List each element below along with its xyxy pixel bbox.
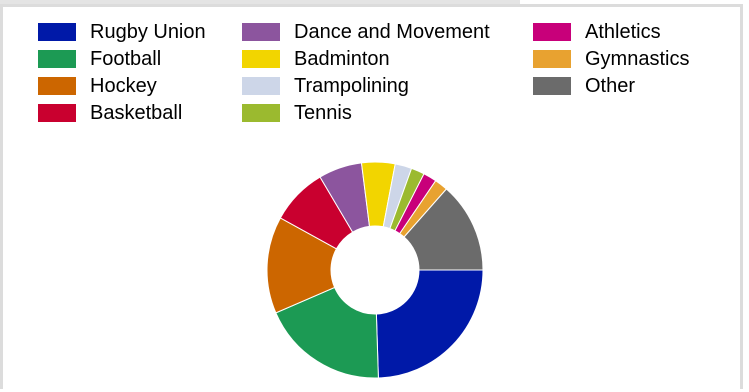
legend-item-athletics: Athletics	[533, 21, 661, 43]
slice-other	[403, 188, 484, 271]
legend-label-athletics: Athletics	[585, 20, 661, 43]
donut-chart	[266, 161, 484, 379]
legend-item-gymnastics: Gymnastics	[533, 48, 689, 70]
chart-panel: Rugby Union Football Hockey Basketball Dance…	[0, 4, 743, 389]
legend-item-dance-and-movement: Dance and Movement	[242, 21, 490, 43]
legend-swatch-hockey	[38, 77, 76, 95]
legend-swatch-gymnastics	[533, 50, 571, 68]
legend-swatch-tennis	[242, 104, 280, 122]
chart-legend: Rugby Union Football Hockey Basketball Dance…	[3, 7, 740, 147]
legend-swatch-basketball	[38, 104, 76, 122]
legend-swatch-other	[533, 77, 571, 95]
legend-item-tennis: Tennis	[242, 102, 352, 124]
legend-item-hockey: Hockey	[38, 75, 157, 97]
legend-swatch-badminton	[242, 50, 280, 68]
legend-swatch-athletics	[533, 23, 571, 41]
legend-label-other: Other	[585, 74, 636, 97]
legend-swatch-football	[38, 50, 76, 68]
legend-label-tennis: Tennis	[294, 101, 352, 124]
legend-label-dance-and-movement: Dance and Movement	[294, 20, 490, 43]
legend-label-hockey: Hockey	[90, 74, 157, 97]
legend-label-rugby-union: Rugby Union	[90, 20, 206, 43]
legend-label-trampolining: Trampolining	[294, 74, 409, 97]
legend-label-basketball: Basketball	[90, 101, 183, 124]
legend-swatch-rugby-union	[38, 23, 76, 41]
legend-item-trampolining: Trampolining	[242, 75, 409, 97]
top-divider	[0, 0, 520, 4]
legend-label-football: Football	[90, 47, 162, 70]
legend-label-badminton: Badminton	[294, 47, 390, 70]
donut-hole	[331, 226, 419, 314]
legend-swatch-trampolining	[242, 77, 280, 95]
legend-item-basketball: Basketball	[38, 102, 182, 124]
legend-item-football: Football	[38, 48, 161, 70]
legend-swatch-dance-and-movement	[242, 23, 280, 41]
legend-item-other: Other	[533, 75, 635, 97]
legend-label-gymnastics: Gymnastics	[585, 47, 690, 70]
legend-item-badminton: Badminton	[242, 48, 390, 70]
legend-item-rugby-union: Rugby Union	[38, 21, 206, 43]
